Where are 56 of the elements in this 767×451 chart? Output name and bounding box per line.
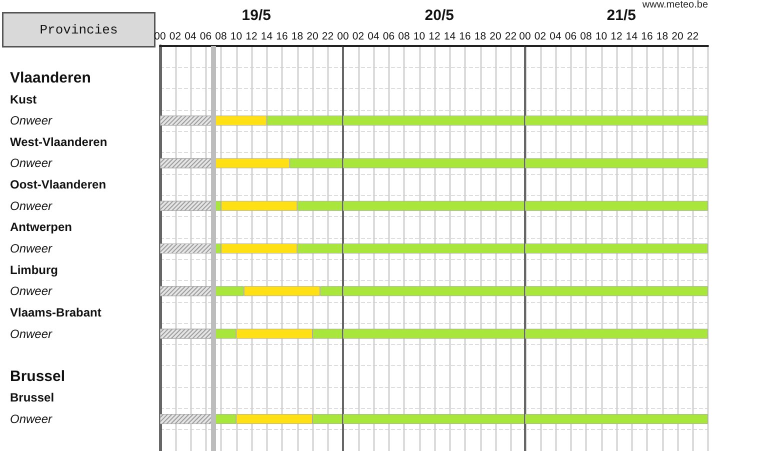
- y-tick-label: Onweer: [10, 284, 54, 298]
- chart-title: 21/5: [607, 7, 636, 24]
- y-tick-label: Onweer: [10, 412, 54, 426]
- x-tick-label: 04: [550, 30, 562, 42]
- x-tick-label: 22: [687, 30, 700, 42]
- chart-title: 19/5: [242, 7, 271, 24]
- x-tick-label: 10: [596, 30, 608, 42]
- y-tick-label: Onweer: [10, 326, 54, 341]
- y-tick-label: Vlaanderen: [10, 69, 91, 86]
- y-tick-label: Brussel: [10, 390, 54, 405]
- x-tick-label: 18: [291, 30, 304, 42]
- x-tick-label: 18: [474, 30, 486, 42]
- y-tick-label: Onweer: [10, 242, 54, 256]
- x-tick-label: 08: [580, 30, 592, 42]
- x-tick-label: 10: [413, 30, 425, 42]
- y-tick-label: Oost-Vlaanderen: [10, 178, 106, 192]
- x-tick-label: 08: [398, 30, 410, 42]
- x-tick-label: 00: [520, 30, 532, 42]
- x-tick-label: 06: [200, 30, 212, 42]
- y-tick-label: Onweer: [10, 114, 54, 128]
- x-tick-label: 02: [352, 30, 364, 42]
- x-tick-label: 00: [336, 30, 349, 42]
- x-tick-label: 14: [626, 30, 638, 42]
- x-tick-label: 16: [276, 30, 288, 42]
- x-tick-label: 20: [672, 30, 684, 42]
- x-tick-label: 14: [260, 30, 273, 42]
- x-tick-label: 14: [444, 30, 456, 42]
- y-tick-label: Kust: [10, 92, 37, 106]
- x-tick-label: 16: [642, 30, 654, 42]
- x-tick-label: 22: [322, 30, 334, 42]
- x-tick-label: 10: [230, 30, 242, 42]
- y-tick-label: Onweer: [10, 156, 54, 170]
- x-tick-label: 02: [534, 30, 547, 42]
- x-tick-label: 22: [504, 30, 516, 42]
- x-tick-label: 02: [169, 30, 182, 42]
- x-tick-label: 18: [656, 30, 669, 42]
- x-tick-label: 20: [306, 30, 318, 42]
- y-tick-label: Vlaams-Brabant: [10, 305, 102, 320]
- chart-title: 20/5: [424, 7, 454, 24]
- x-tick-label: 06: [565, 30, 578, 42]
- text: www.meteo.be: [642, 0, 709, 10]
- x-tick-label: 04: [367, 30, 380, 42]
- x-tick-label: 06: [382, 30, 394, 42]
- y-tick-label: Brussel: [10, 368, 66, 385]
- y-axis-title: Provincies: [40, 22, 118, 38]
- y-tick-label: West-Vlaanderen: [10, 134, 108, 149]
- y-tick-label: Onweer: [10, 198, 54, 213]
- x-tick-label: 12: [246, 30, 258, 42]
- x-tick-label: 04: [184, 30, 196, 42]
- x-tick-label: 08: [215, 30, 227, 42]
- x-tick-label: 16: [458, 30, 471, 42]
- x-tick-label: 20: [489, 30, 502, 42]
- y-tick-label: Antwerpen: [10, 220, 72, 234]
- x-tick-label: 12: [428, 30, 440, 42]
- x-tick-label: 12: [611, 30, 623, 42]
- y-tick-label: Limburg: [10, 262, 58, 277]
